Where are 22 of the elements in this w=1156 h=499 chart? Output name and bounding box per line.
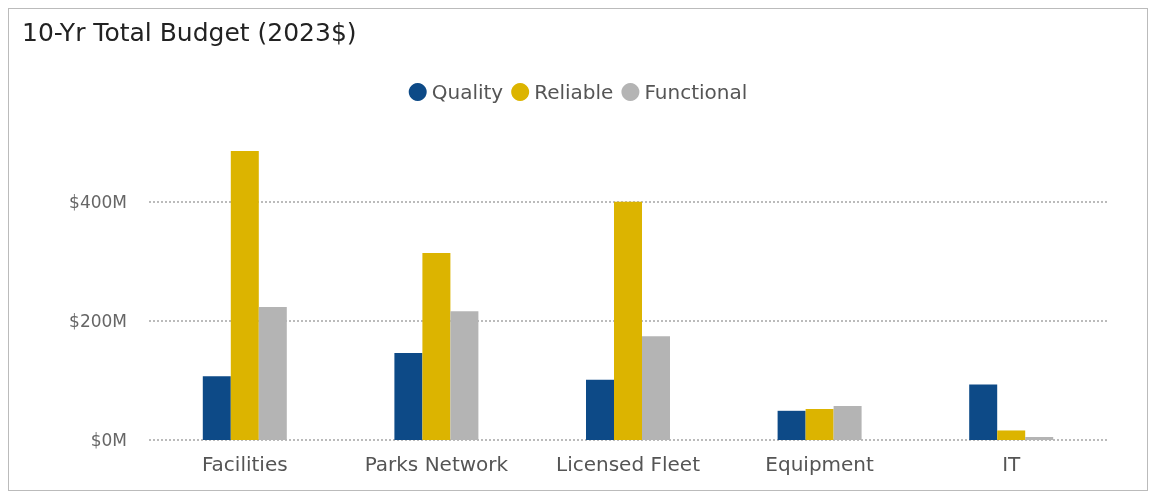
- legend-label: Reliable: [534, 80, 614, 104]
- chart-title: 10-Yr Total Budget (2023$): [22, 18, 357, 47]
- bar: [422, 252, 451, 440]
- bar: [394, 353, 423, 440]
- bar: [586, 379, 614, 440]
- bar: [777, 410, 806, 440]
- x-tick-label: Licensed Fleet: [556, 452, 701, 476]
- x-tick-label: Equipment: [765, 452, 875, 476]
- bar: [805, 409, 834, 440]
- bar: [202, 376, 231, 440]
- x-tick-label: IT: [1002, 452, 1022, 476]
- legend-label: Quality: [431, 80, 504, 104]
- y-tick-label: $400M: [69, 191, 127, 212]
- legend-label: Functional: [644, 80, 748, 104]
- bar: [997, 430, 1026, 440]
- x-tick-label: Parks Network: [364, 452, 509, 476]
- bar: [969, 384, 998, 440]
- bar: [614, 201, 642, 440]
- y-tick-label: $200M: [69, 310, 127, 331]
- bar: [230, 151, 259, 440]
- x-tick-label: Facilities: [201, 452, 288, 476]
- y-tick-label: $0M: [90, 430, 127, 450]
